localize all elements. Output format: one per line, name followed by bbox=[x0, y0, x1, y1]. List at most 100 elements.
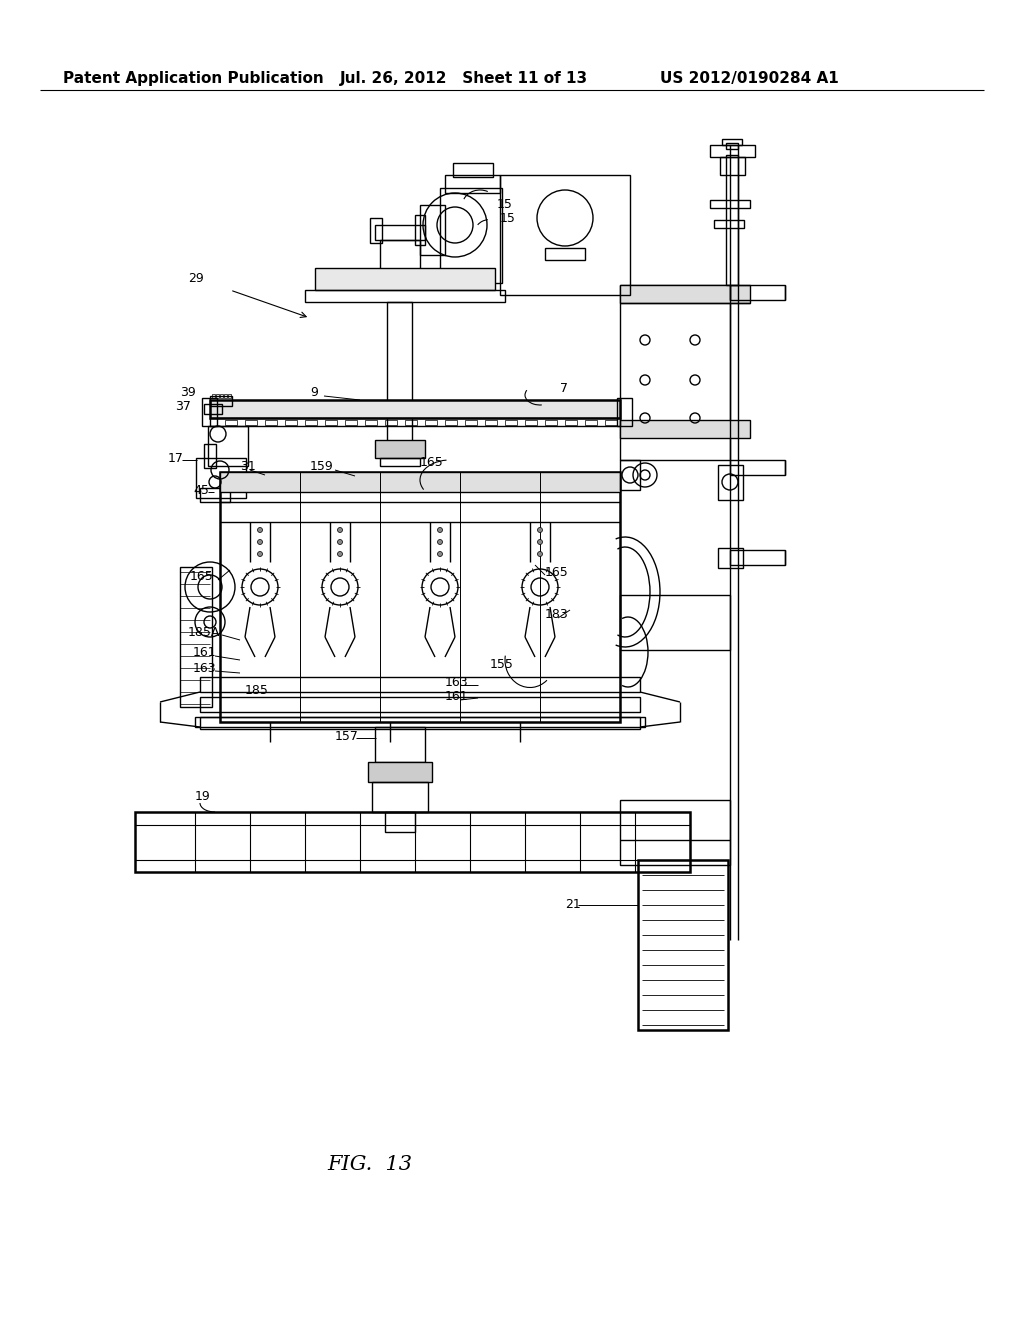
Bar bbox=[305, 290, 505, 302]
Bar bbox=[180, 568, 212, 708]
Circle shape bbox=[338, 528, 342, 532]
Text: 157: 157 bbox=[335, 730, 358, 743]
Bar bbox=[465, 420, 477, 425]
Bar bbox=[406, 420, 417, 425]
Text: 165: 165 bbox=[190, 570, 214, 583]
Bar bbox=[216, 393, 219, 399]
Bar bbox=[415, 215, 425, 246]
Bar bbox=[220, 473, 620, 722]
Bar bbox=[204, 404, 222, 414]
Bar bbox=[385, 812, 415, 832]
Bar bbox=[375, 727, 425, 762]
Bar bbox=[380, 458, 420, 466]
Bar bbox=[325, 420, 337, 425]
Bar bbox=[620, 420, 750, 438]
Bar bbox=[620, 285, 730, 459]
Text: 39: 39 bbox=[180, 387, 196, 400]
Bar bbox=[620, 459, 640, 490]
Text: 159: 159 bbox=[310, 459, 334, 473]
Bar bbox=[585, 420, 597, 425]
Bar bbox=[505, 420, 517, 425]
Text: 37: 37 bbox=[175, 400, 190, 412]
Bar bbox=[210, 396, 232, 407]
Text: 185A: 185A bbox=[188, 626, 220, 639]
Bar bbox=[285, 420, 297, 425]
Bar bbox=[200, 488, 230, 502]
Bar bbox=[387, 302, 412, 442]
Bar bbox=[440, 187, 502, 282]
Bar bbox=[200, 697, 640, 711]
Bar bbox=[445, 176, 500, 193]
Circle shape bbox=[437, 528, 442, 532]
Bar bbox=[204, 444, 216, 469]
Bar bbox=[726, 143, 738, 149]
Bar bbox=[420, 205, 445, 255]
Bar bbox=[545, 420, 557, 425]
Bar bbox=[710, 145, 755, 157]
Circle shape bbox=[538, 528, 543, 532]
Bar bbox=[718, 548, 743, 568]
Bar bbox=[718, 465, 743, 500]
Circle shape bbox=[257, 552, 262, 557]
Bar bbox=[380, 240, 420, 271]
Bar bbox=[375, 440, 425, 458]
Bar bbox=[617, 399, 632, 426]
Circle shape bbox=[257, 540, 262, 544]
Bar bbox=[195, 717, 645, 727]
Text: 161: 161 bbox=[445, 690, 469, 704]
Bar bbox=[315, 268, 495, 290]
Bar bbox=[210, 400, 620, 418]
Text: 9: 9 bbox=[310, 387, 317, 400]
Text: 155: 155 bbox=[490, 659, 514, 672]
Bar bbox=[228, 393, 231, 399]
Bar bbox=[385, 420, 397, 425]
Text: 45: 45 bbox=[193, 483, 209, 496]
Text: 165: 165 bbox=[420, 455, 443, 469]
Bar bbox=[730, 459, 785, 475]
Text: US 2012/0190284 A1: US 2012/0190284 A1 bbox=[660, 70, 839, 86]
Bar bbox=[525, 420, 537, 425]
Bar bbox=[200, 677, 640, 692]
Bar bbox=[720, 157, 745, 176]
Bar bbox=[212, 393, 215, 399]
Bar bbox=[305, 420, 317, 425]
Bar bbox=[620, 595, 730, 649]
Bar bbox=[345, 420, 357, 425]
Text: 163: 163 bbox=[193, 661, 217, 675]
Text: Patent Application Publication: Patent Application Publication bbox=[63, 70, 324, 86]
Bar bbox=[726, 154, 738, 285]
Text: 183: 183 bbox=[545, 609, 568, 622]
Bar bbox=[453, 162, 493, 177]
Circle shape bbox=[538, 552, 543, 557]
Bar bbox=[620, 285, 750, 304]
Bar bbox=[225, 420, 237, 425]
Text: 19: 19 bbox=[195, 791, 211, 804]
Bar bbox=[500, 176, 630, 294]
Bar bbox=[710, 201, 750, 209]
Text: Jul. 26, 2012   Sheet 11 of 13: Jul. 26, 2012 Sheet 11 of 13 bbox=[340, 70, 588, 86]
Text: 21: 21 bbox=[565, 899, 581, 912]
Bar bbox=[375, 224, 425, 240]
Bar bbox=[220, 393, 223, 399]
Bar bbox=[365, 420, 377, 425]
Bar bbox=[208, 426, 248, 466]
Bar bbox=[135, 812, 690, 873]
Text: 161: 161 bbox=[193, 647, 217, 660]
Bar bbox=[200, 717, 640, 729]
Bar bbox=[210, 418, 620, 426]
Bar bbox=[245, 420, 257, 425]
Text: 15: 15 bbox=[500, 211, 516, 224]
Bar bbox=[485, 420, 497, 425]
Text: 31: 31 bbox=[240, 459, 256, 473]
Text: 7: 7 bbox=[560, 381, 568, 395]
Circle shape bbox=[538, 540, 543, 544]
Bar bbox=[220, 473, 620, 492]
Bar bbox=[714, 220, 744, 228]
Bar bbox=[368, 762, 432, 781]
Text: 163: 163 bbox=[445, 676, 469, 689]
Bar bbox=[265, 420, 278, 425]
Bar bbox=[565, 420, 577, 425]
Bar bbox=[730, 550, 785, 565]
Bar bbox=[638, 861, 728, 1030]
Text: 165: 165 bbox=[545, 565, 568, 578]
